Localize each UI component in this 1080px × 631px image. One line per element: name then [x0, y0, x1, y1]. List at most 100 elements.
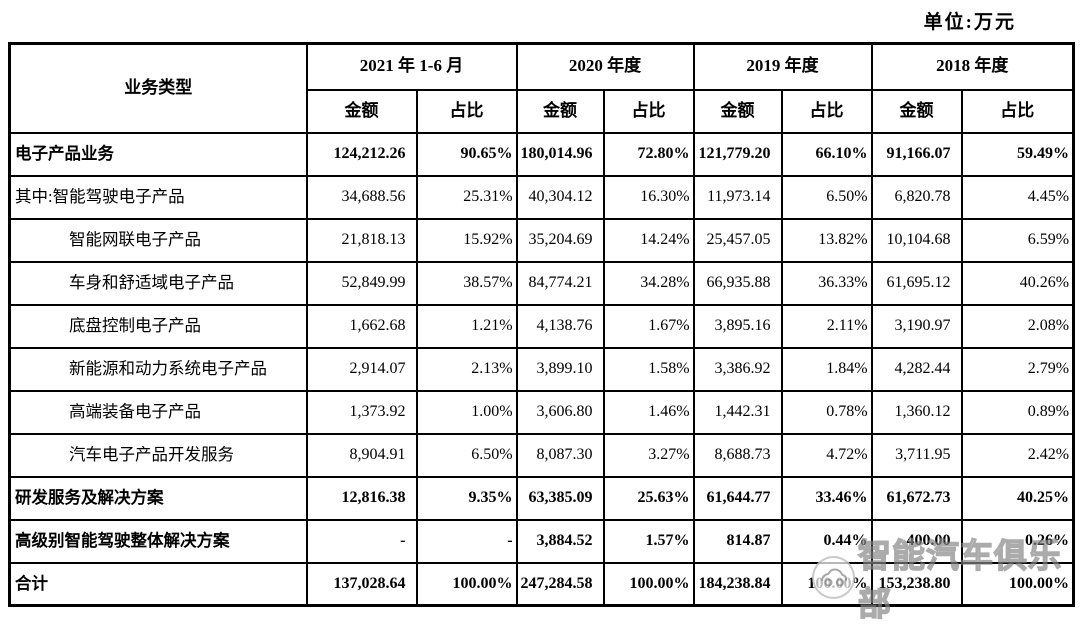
amount-cell: 8,688.73: [692, 432, 783, 478]
amount-cell: 40,304.12: [515, 174, 605, 220]
amount-cell: 121,779.20: [692, 131, 783, 177]
amount-cell: 34,688.56: [305, 174, 418, 220]
header-row-periods: 业务类型 2021 年 1-6 月 2020 年度 2019 年度 2018 年…: [8, 42, 1075, 134]
share-cell: 16.30%: [602, 174, 695, 220]
amount-cell: 91,166.07: [870, 131, 963, 177]
col-header-share: 占比: [415, 88, 518, 134]
amount-cell: 3,895.16: [692, 303, 783, 349]
col-header-share: 占比: [602, 88, 695, 134]
share-cell: 6.50%: [415, 432, 518, 478]
share-cell: -: [415, 518, 518, 564]
share-cell: 100.00%: [602, 561, 695, 607]
row-label: 其中:智能驾驶电子产品: [8, 174, 308, 220]
amount-cell: 8,087.30: [515, 432, 605, 478]
share-cell: 6.59%: [960, 217, 1075, 263]
share-cell: 1.84%: [780, 346, 873, 392]
amount-cell: 3,899.10: [515, 346, 605, 392]
share-cell: 4.45%: [960, 174, 1075, 220]
row-label: 智能网联电子产品: [8, 217, 308, 263]
share-cell: 66.10%: [780, 131, 873, 177]
amount-cell: 61,644.77: [692, 475, 783, 521]
share-cell: 1.57%: [602, 518, 695, 564]
row-label: 高级别智能驾驶整体解决方案: [8, 518, 308, 564]
share-cell: 2.08%: [960, 303, 1075, 349]
amount-cell: 180,014.96: [515, 131, 605, 177]
amount-cell: 52,849.99: [305, 260, 418, 306]
share-cell: 38.57%: [415, 260, 518, 306]
share-cell: 100.00%: [960, 561, 1075, 607]
amount-cell: 137,028.64: [305, 561, 418, 607]
share-cell: 1.58%: [602, 346, 695, 392]
share-cell: 25.63%: [602, 475, 695, 521]
amount-cell: 21,818.13: [305, 217, 418, 263]
amount-cell: 3,190.97: [870, 303, 963, 349]
amount-cell: 1,360.12: [870, 389, 963, 435]
share-cell: 13.82%: [780, 217, 873, 263]
table-row: 新能源和动力系统电子产品 2,914.07 2.13% 3,899.10 1.58% 3,…: [8, 346, 1075, 392]
amount-cell: 11,973.14: [692, 174, 783, 220]
amount-cell: 2,914.07: [305, 346, 418, 392]
amount-cell: 3,884.52: [515, 518, 605, 564]
share-cell: 14.24%: [602, 217, 695, 263]
unit-label: 单位:万元: [923, 12, 1016, 33]
col-header-share: 占比: [960, 88, 1075, 134]
table-row: 车身和舒适域电子产品 52,849.99 38.57% 84,774.21 34.28%…: [8, 260, 1075, 306]
col-header-period-2020: 2020 年度: [515, 42, 695, 91]
table-body: 电子产品业务 124,212.26 90.65% 180,014.96 72.80% 12…: [8, 131, 1075, 607]
col-header-period-2018: 2018 年度: [870, 42, 1075, 91]
table-row: 研发服务及解决方案 12,816.38 9.35% 63,385.09 25.63% 61…: [8, 475, 1075, 521]
row-label: 电子产品业务: [8, 131, 308, 177]
amount-cell: 247,284.58: [515, 561, 605, 607]
row-label: 车身和舒适域电子产品: [8, 260, 308, 306]
table-row: 合计 137,028.64 100.00% 247,284.58 100.00% 184,…: [8, 561, 1075, 607]
share-cell: 0.26%: [960, 518, 1075, 564]
share-cell: 0.44%: [780, 518, 873, 564]
share-cell: 0.78%: [780, 389, 873, 435]
amount-cell: 84,774.21: [515, 260, 605, 306]
header-row-measures: 金额 占比 金额 占比 金额 占比 金额 占比: [10, 88, 1075, 134]
share-cell: 40.26%: [960, 260, 1075, 306]
table-row: 高端装备电子产品 1,373.92 1.00% 3,606.80 1.46% 1,442.…: [8, 389, 1075, 435]
amount-cell: 63,385.09: [515, 475, 605, 521]
share-cell: 2.13%: [415, 346, 518, 392]
share-cell: 1.46%: [602, 389, 695, 435]
business-revenue-table: 业务类型 2021 年 1-6 月 2020 年度 2019 年度 2018 年…: [8, 42, 1076, 607]
share-cell: 33.46%: [780, 475, 873, 521]
share-cell: 4.72%: [780, 432, 873, 478]
share-cell: 100.00%: [415, 561, 518, 607]
share-cell: 1.67%: [602, 303, 695, 349]
table-row: 电子产品业务 124,212.26 90.65% 180,014.96 72.80% 12…: [8, 131, 1075, 177]
amount-cell: 10,104.68: [870, 217, 963, 263]
share-cell: 0.89%: [960, 389, 1075, 435]
amount-cell: 1,373.92: [305, 389, 418, 435]
row-label: 汽车电子产品开发服务: [8, 432, 308, 478]
share-cell: 2.42%: [960, 432, 1075, 478]
share-cell: 6.50%: [780, 174, 873, 220]
share-cell: 25.31%: [415, 174, 518, 220]
table-row: 其中:智能驾驶电子产品 34,688.56 25.31% 40,304.12 16.30…: [8, 174, 1075, 220]
amount-cell: 66,935.88: [692, 260, 783, 306]
share-cell: 90.65%: [415, 131, 518, 177]
amount-cell: 4,138.76: [515, 303, 605, 349]
amount-cell: 6,820.78: [870, 174, 963, 220]
table-row: 汽车电子产品开发服务 8,904.91 6.50% 8,087.30 3.27% 8,68…: [8, 432, 1075, 478]
col-header-period-2021h1: 2021 年 1-6 月: [305, 42, 518, 91]
table-row: 高级别智能驾驶整体解决方案 - -3,884.52 1.57% 814.87 0.44% 4…: [8, 518, 1075, 564]
amount-cell: 400.00: [870, 518, 963, 564]
share-cell: 9.35%: [415, 475, 518, 521]
share-cell: 2.79%: [960, 346, 1075, 392]
share-cell: 40.25%: [960, 475, 1075, 521]
share-cell: 15.92%: [415, 217, 518, 263]
col-header-period-2019: 2019 年度: [692, 42, 873, 91]
row-label: 高端装备电子产品: [8, 389, 308, 435]
amount-cell: 61,672.73: [870, 475, 963, 521]
amount-cell: 1,662.68: [305, 303, 418, 349]
table-header: 业务类型 2021 年 1-6 月 2020 年度 2019 年度 2018 年…: [8, 42, 1075, 134]
share-cell: 72.80%: [602, 131, 695, 177]
share-cell: 1.21%: [415, 303, 518, 349]
amount-cell: 4,282.44: [870, 346, 963, 392]
row-label: 底盘控制电子产品: [8, 303, 308, 349]
share-cell: 3.27%: [602, 432, 695, 478]
amount-cell: 814.87: [692, 518, 783, 564]
row-label: 合计: [8, 561, 308, 607]
